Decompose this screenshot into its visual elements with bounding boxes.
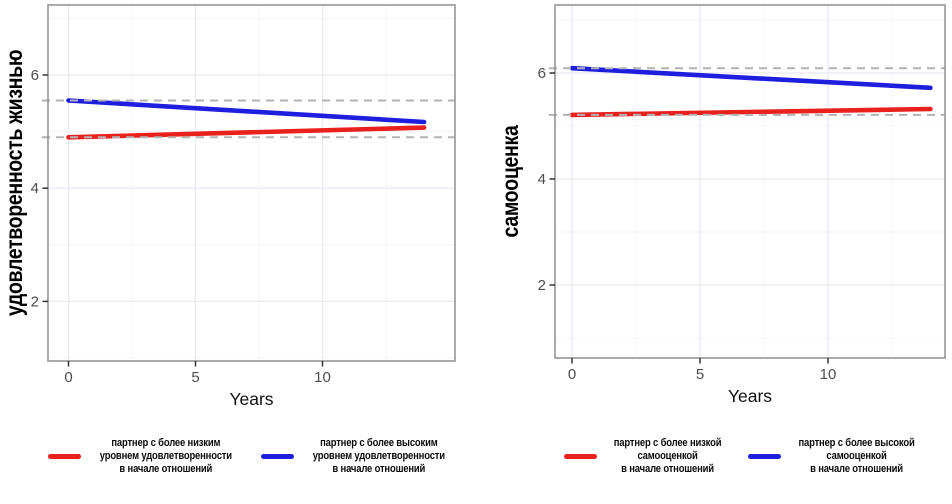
legend-label: партнер с более низкой самооценкой в нач… (614, 437, 722, 476)
legend-label: партнер с более низким уровнем удовлетво… (100, 437, 232, 476)
legend-item-lower-self-esteem: партнер с более низкой самооценкой в нач… (563, 437, 730, 476)
legend-item-lower-satisfaction: партнер с более низким уровнем удовлетво… (48, 437, 243, 476)
series-line (66, 125, 427, 140)
legend-item-higher-self-esteem: партнер с более высокой самооценкой в на… (748, 437, 924, 476)
x-tick-label: 10 (820, 366, 837, 383)
legend-text-line: партнер с более низким (111, 437, 221, 449)
legend-self-esteem: партнер с более низкой самооценкой в нач… (506, 437, 952, 476)
x-tick-label: 0 (568, 366, 576, 383)
x-axis-title: Years (229, 389, 273, 409)
series-line (569, 106, 933, 118)
x-tick-label: 10 (314, 369, 331, 386)
legend-key-red-line (48, 454, 82, 459)
legend-key-blue-line (748, 454, 782, 459)
legend-text-line: партнер с более высоким (320, 437, 438, 449)
x-tick-label: 5 (191, 369, 199, 386)
chart-panel-0: 0 5 10 6 4 2 Years удовлетворенность жизнью (2, 4, 456, 409)
series-line (569, 65, 933, 91)
x-tick-label: 5 (696, 366, 704, 383)
y-tick-label: 4 (538, 171, 546, 188)
svg-text:удовлетворенность жизнью: удовлетворенность жизнью (2, 50, 28, 316)
legend-text-line: в начале отношений (119, 463, 213, 475)
y-axis-title: удовлетворенность жизнью (2, 50, 28, 316)
legend-key-blue-line (261, 454, 294, 459)
legend-text-line: уровнем удовлетворенности (100, 450, 233, 462)
panel-border (554, 4, 946, 359)
y-tick-label: 2 (31, 293, 39, 310)
legend-label: партнер с более высокой самооценкой в на… (798, 437, 914, 476)
y-tick-label: 2 (538, 277, 546, 294)
legend-text-line: самооценкой (826, 450, 887, 462)
legend-key-red-line (563, 454, 597, 459)
panel-border (47, 4, 456, 362)
y-tick-label: 6 (538, 65, 546, 82)
legend-item-higher-satisfaction: партнер с более высоким уровнем удовлетв… (261, 437, 456, 476)
legend-text-line: партнер с более высокой (798, 437, 915, 449)
legend-label: партнер с более высоким уровнем удовлетв… (313, 437, 445, 476)
panel-background (555, 5, 945, 358)
legend-text-line: партнер с более низкой (613, 437, 722, 449)
legend-text-line: в начале отношений (621, 463, 714, 475)
svg-text:самооценка: самооценка (498, 125, 524, 237)
legend-text-line: в начале отношений (810, 463, 903, 475)
legend-life-satisfaction: партнер с более низким уровнем удовлетво… (14, 437, 490, 476)
y-axis-title: самооценка (498, 125, 524, 237)
x-tick-label: 0 (64, 369, 72, 386)
y-tick-label: 6 (31, 67, 39, 84)
legend-text-line: уровнем удовлетворенности (312, 450, 445, 462)
legend-text-line: в начале отношений (332, 463, 426, 475)
chart-panel-1: 0 5 10 6 4 2 Years самооценка (498, 4, 946, 406)
y-tick-label: 4 (31, 180, 39, 197)
x-axis-title: Years (728, 386, 772, 406)
charts-canvas: 0 5 10 6 4 2 Years удовлетворенность жизнью 0 5 10… (2, 4, 946, 409)
panel-background (48, 5, 455, 361)
legend-text-line: самооценкой (637, 450, 698, 462)
series-line (66, 98, 427, 125)
